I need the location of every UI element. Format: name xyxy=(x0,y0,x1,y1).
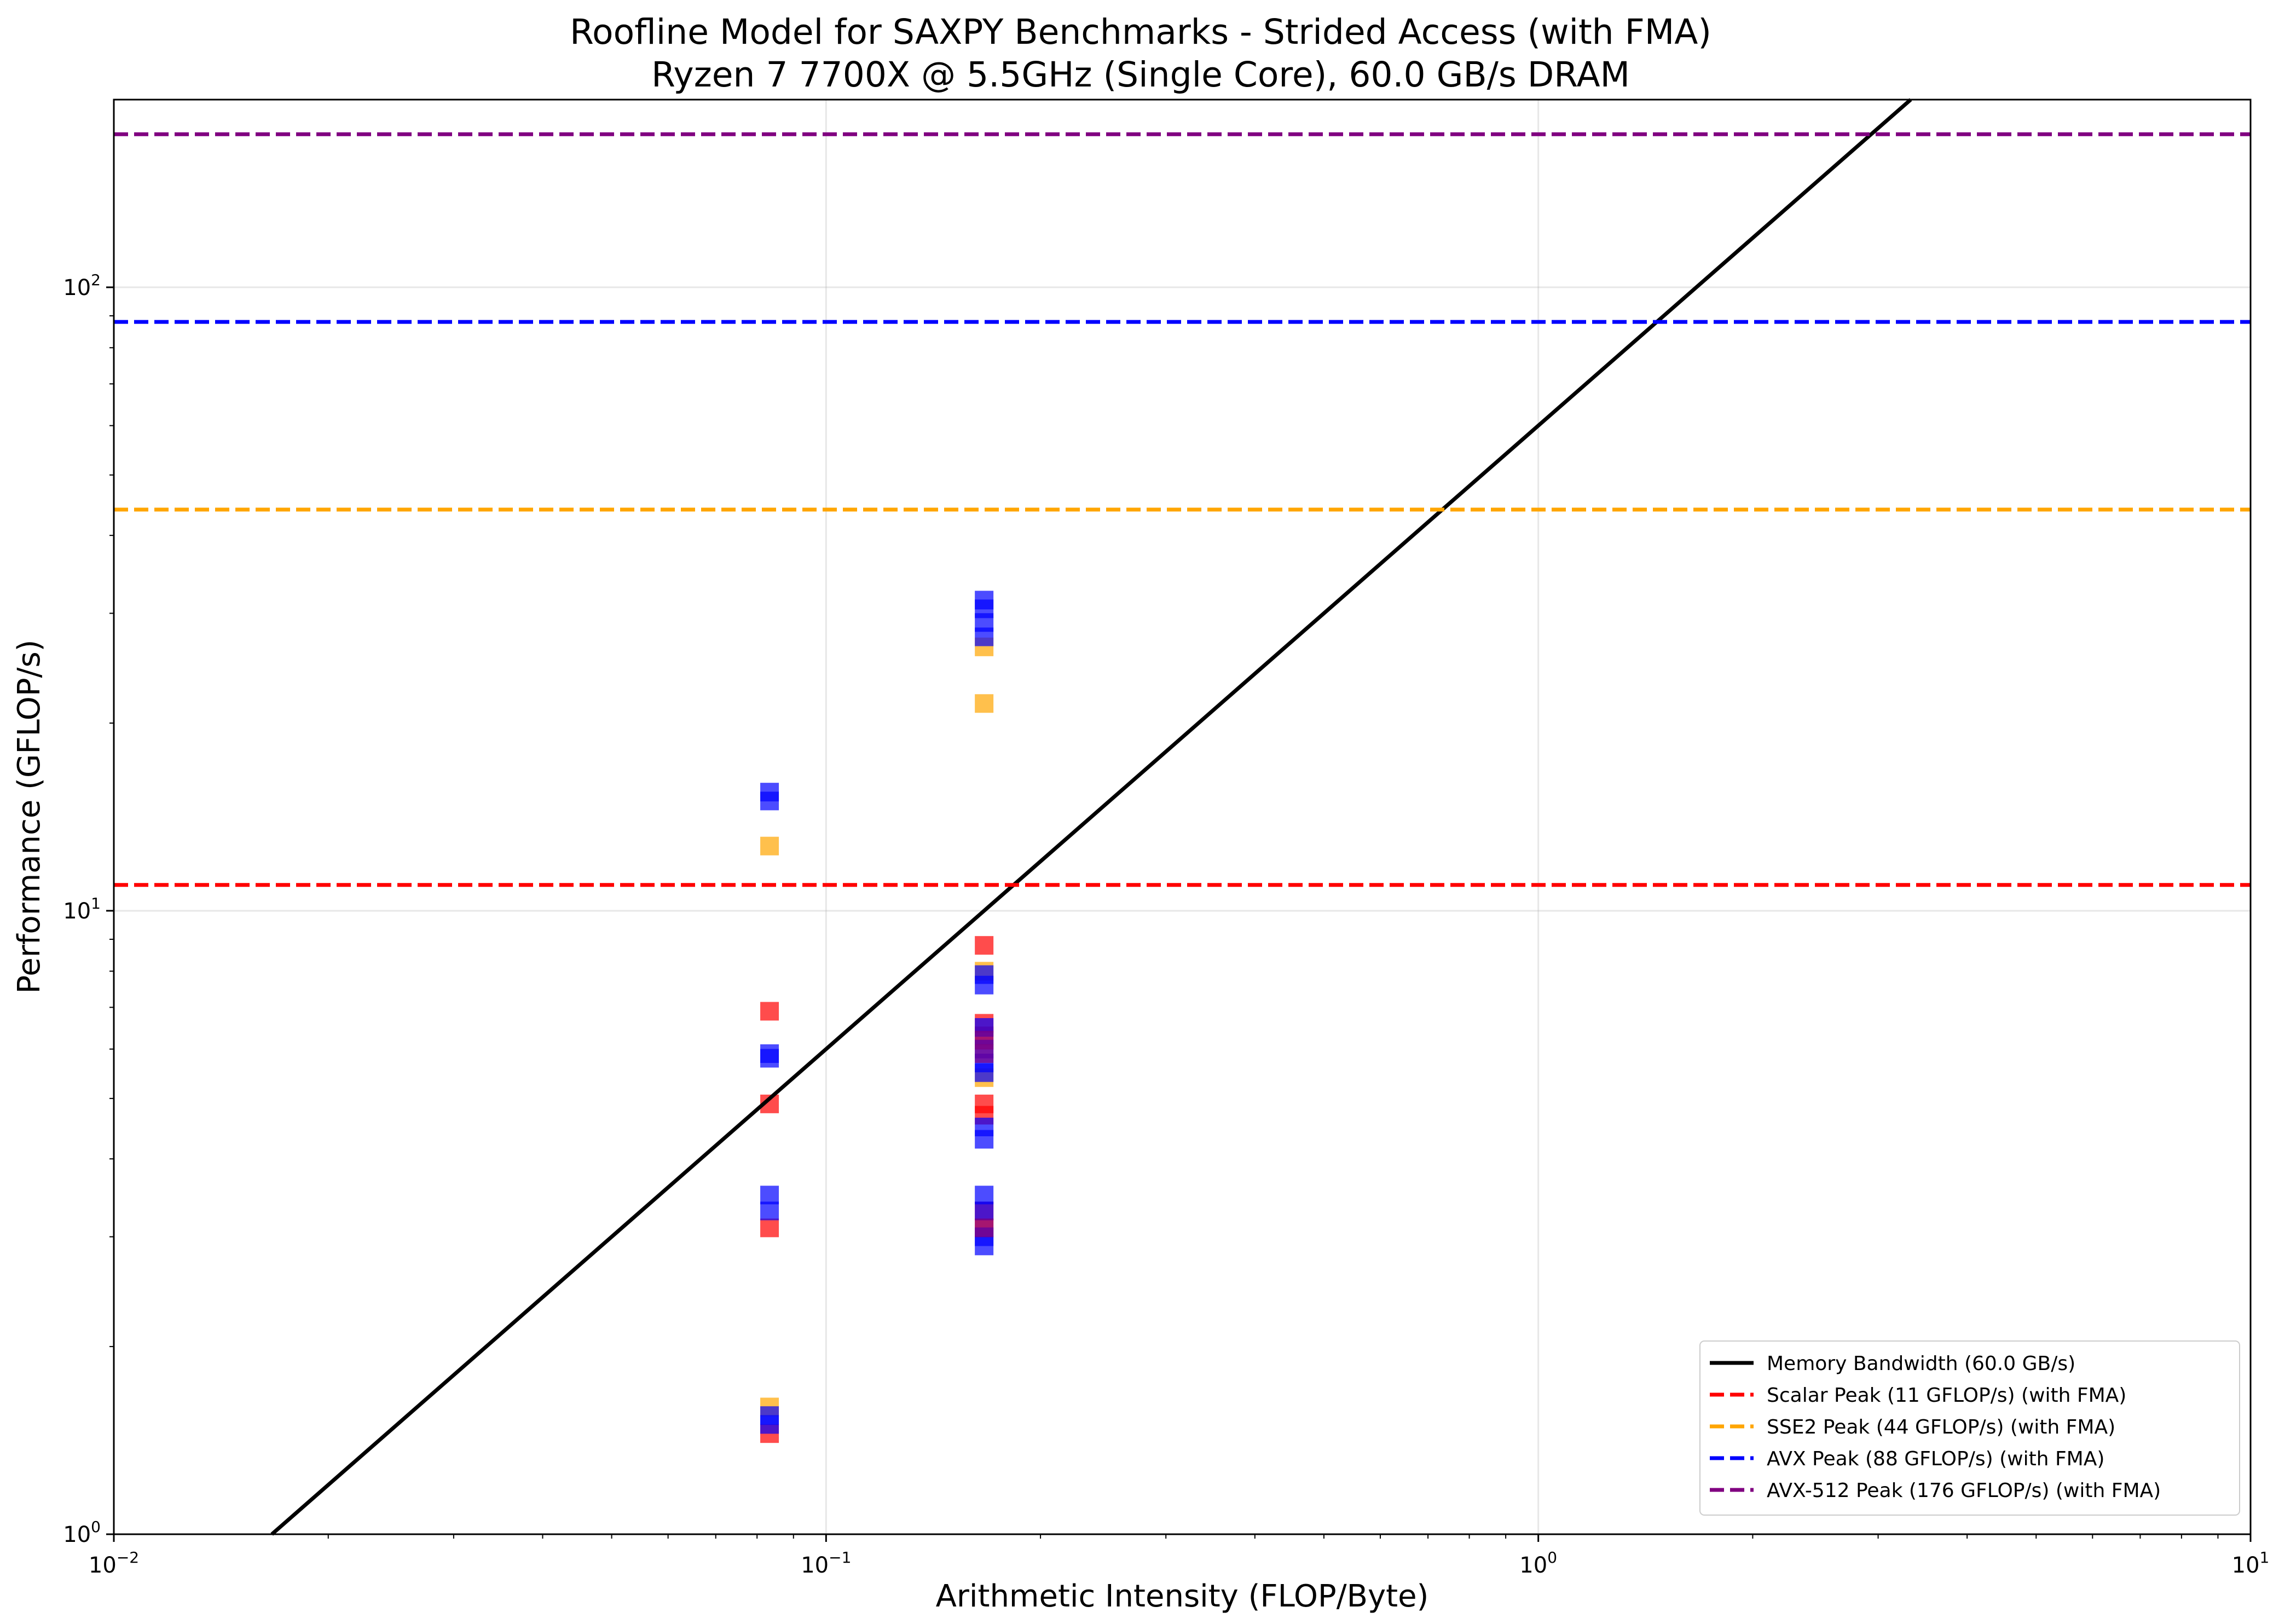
legend-label: SSE2 Peak (44 GFLOP/s) (with FMA) xyxy=(1767,1416,2115,1438)
data-point-marker xyxy=(975,936,994,955)
plot-area-frame xyxy=(113,99,2252,1535)
y-tick-label: 102 xyxy=(63,271,101,300)
chart-title: Roofline Model for SAXPY Benchmarks - St… xyxy=(570,12,1711,52)
data-point-marker xyxy=(975,694,994,713)
x-tick-label: 10−1 xyxy=(801,1548,851,1578)
legend-label: Memory Bandwidth (60.0 GB/s) xyxy=(1767,1353,2075,1375)
data-points xyxy=(760,591,994,1443)
roofline-lines xyxy=(114,98,2251,1536)
legend-label: Scalar Peak (11 GFLOP/s) (with FMA) xyxy=(1767,1384,2126,1407)
y-tick-label: 100 xyxy=(63,1518,101,1547)
data-point-marker xyxy=(760,1201,779,1221)
axis-ticks: 10−2 10−1 100 101 100 101 102 xyxy=(63,271,2269,1578)
data-point-marker xyxy=(760,1049,779,1068)
memory-bandwidth-line xyxy=(270,98,1912,1536)
data-point-marker xyxy=(975,1044,994,1063)
data-point-marker xyxy=(760,1186,779,1205)
x-tick-label: 100 xyxy=(1519,1548,1557,1578)
legend-box xyxy=(1699,1340,2240,1516)
x-tick-label: 10−2 xyxy=(89,1548,139,1578)
chart-subtitle: Ryzen 7 7700X @ 5.5GHz (Single Core), 60… xyxy=(651,55,1630,95)
y-tick-label: 101 xyxy=(63,894,101,924)
data-point-marker xyxy=(760,1002,779,1021)
data-point-marker xyxy=(975,1218,994,1238)
legend: Memory Bandwidth (60.0 GB/s) Scalar Peak … xyxy=(1699,1340,2240,1516)
data-point-marker xyxy=(975,627,994,646)
data-point-marker xyxy=(975,1236,994,1256)
data-point-marker xyxy=(975,1201,994,1221)
data-point-marker xyxy=(760,791,779,811)
x-tick-label: 101 xyxy=(2232,1548,2270,1578)
y-axis-label: Performance (GFLOP/s) xyxy=(11,639,47,993)
data-point-marker xyxy=(760,1218,779,1238)
data-point-marker xyxy=(975,1063,994,1082)
data-point-marker xyxy=(975,975,994,995)
legend-label: AVX-512 Peak (176 GFLOP/s) (with FMA) xyxy=(1767,1479,2161,1502)
data-point-marker xyxy=(760,1415,779,1434)
x-axis-label: Arithmetic Intensity (FLOP/Byte) xyxy=(936,1579,1429,1614)
data-point-marker xyxy=(975,1186,994,1205)
legend-label: AVX Peak (88 GFLOP/s) (with FMA) xyxy=(1767,1448,2104,1470)
data-point-marker xyxy=(975,1130,994,1149)
data-point-marker xyxy=(760,836,779,856)
